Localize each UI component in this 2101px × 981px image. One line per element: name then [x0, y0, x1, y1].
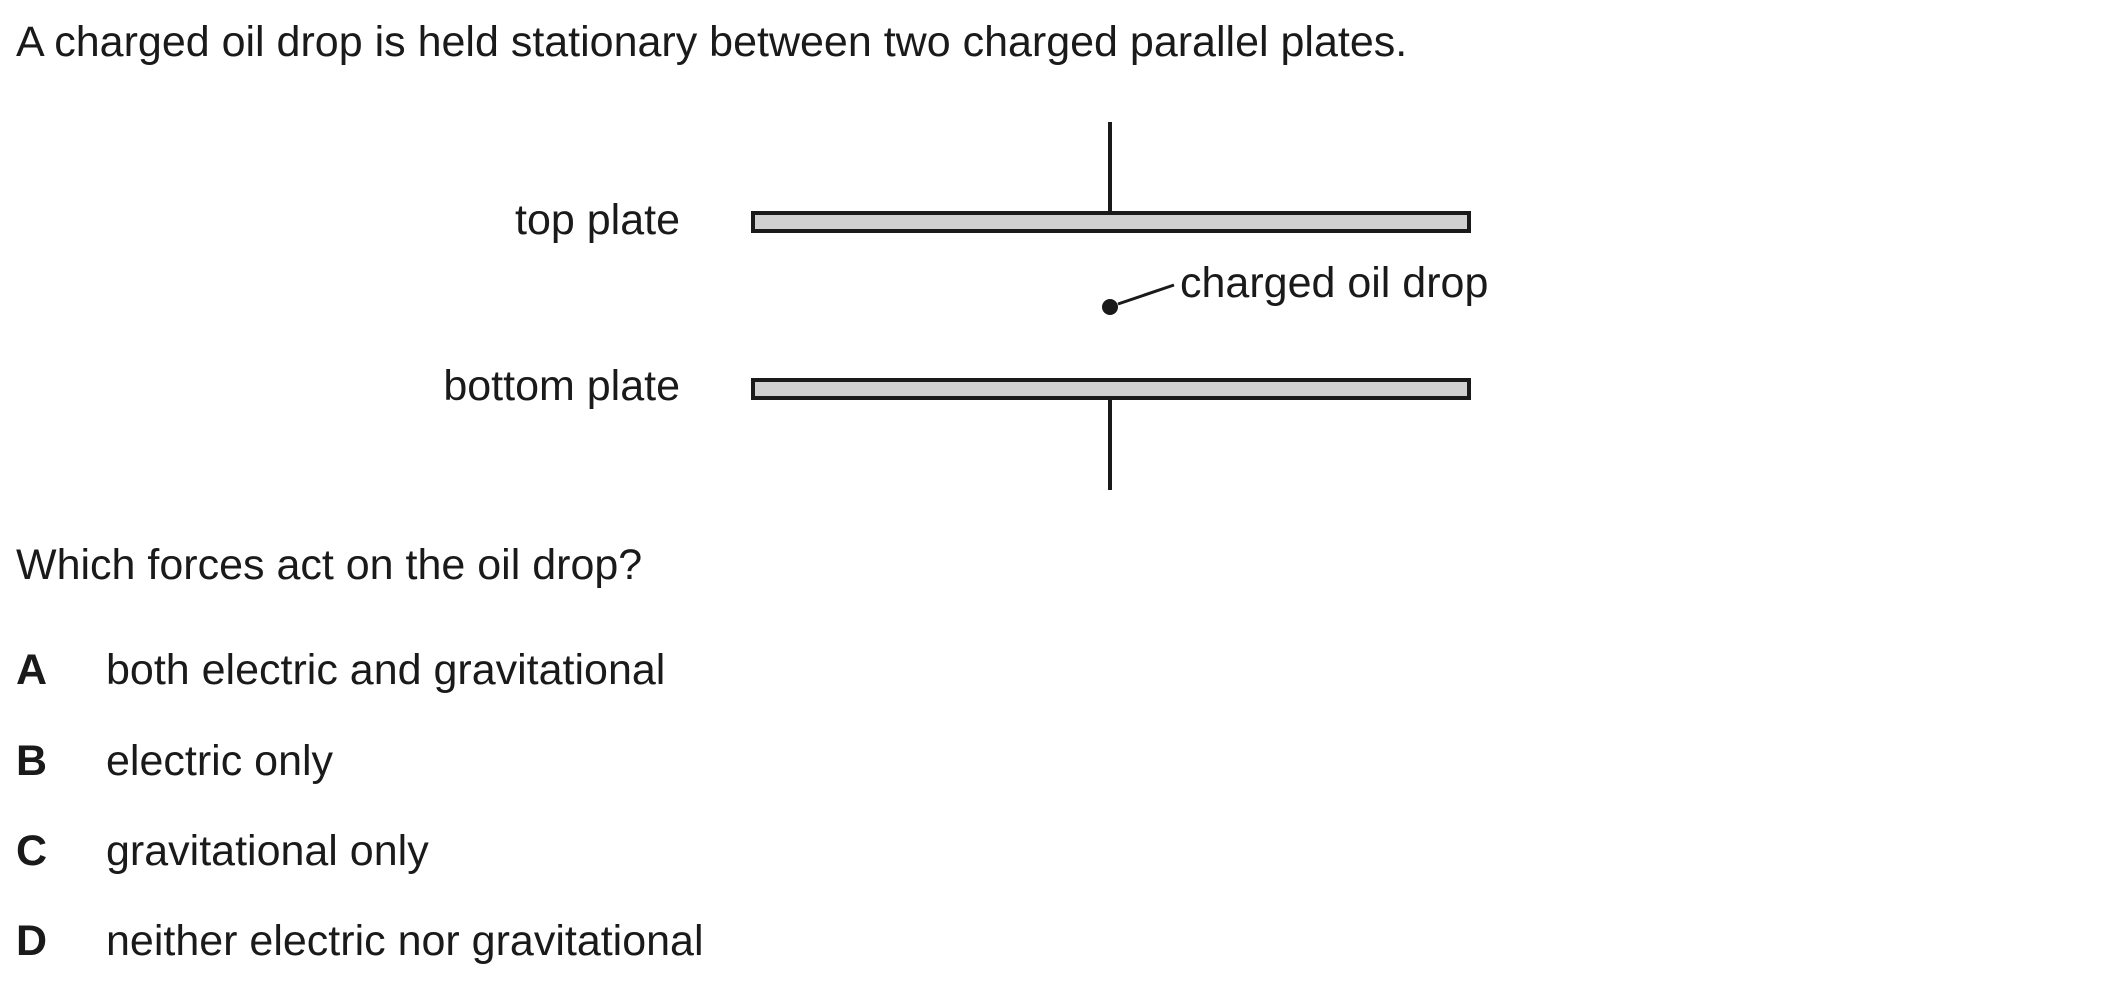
option-letter: B [16, 737, 48, 785]
question-prompt: Which forces act on the oil drop? [16, 541, 643, 589]
question-intro: A charged oil drop is held stationary be… [16, 18, 1408, 66]
top-plate-label: top plate [515, 196, 680, 244]
bottom-plate-label: bottom plate [443, 362, 680, 410]
option-text: neither electric nor gravitational [106, 917, 704, 965]
parallel-plates-diagram: top plate charged oil drop bottom plate [443, 122, 1488, 490]
top-plate [751, 211, 1471, 233]
option-letter: C [16, 827, 48, 875]
option-letter: D [16, 917, 48, 965]
bottom-plate [751, 378, 1471, 400]
oil-drop [1102, 299, 1118, 315]
option-text: gravitational only [106, 827, 429, 875]
option-text: electric only [106, 737, 334, 785]
option-letter: A [16, 646, 48, 694]
option-text: both electric and gravitational [106, 646, 666, 694]
oil-drop-label: charged oil drop [1180, 259, 1488, 307]
oil-drop-leader-line [1117, 283, 1175, 306]
